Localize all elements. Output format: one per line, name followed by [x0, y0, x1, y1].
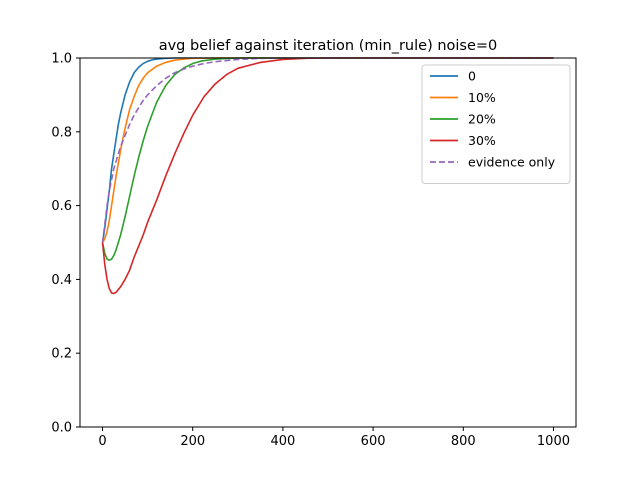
legend-label: 30% [468, 133, 496, 148]
chart-title: avg belief against iteration (min_rule) … [159, 38, 498, 54]
y-tick-label: 0.0 [51, 421, 72, 436]
legend-box [421, 64, 571, 184]
plot-frame [79, 57, 577, 428]
y-tick-label: 0.2 [51, 347, 72, 362]
legend-label: 0 [468, 69, 476, 84]
series-line [101, 57, 554, 295]
legend-label: 20% [468, 112, 496, 127]
x-tick-label: 600 [361, 434, 386, 449]
legend-label: evidence only [468, 155, 556, 170]
x-tick-label: 800 [451, 434, 476, 449]
x-tick-label: 200 [180, 434, 205, 449]
y-axis: 0.0 0.2 0.4 0.6 0.8 1.0 [51, 52, 80, 436]
x-axis: 0 200 400 600 800 1000 [98, 427, 570, 449]
series-line [101, 57, 554, 243]
y-tick-label: 0.8 [51, 125, 72, 140]
x-tick-label: 0 [98, 434, 106, 449]
legend-label: 10% [468, 90, 496, 105]
series-line [101, 57, 554, 243]
y-tick-label: 0.6 [51, 199, 72, 214]
series-line [101, 57, 554, 262]
legend: 0 10% 20% 30% evidence only [421, 64, 571, 184]
x-tick-label: 400 [270, 434, 295, 449]
y-tick-label: 1.0 [51, 52, 72, 67]
y-tick-label: 0.4 [51, 273, 72, 288]
x-tick-label: 1000 [537, 434, 570, 449]
